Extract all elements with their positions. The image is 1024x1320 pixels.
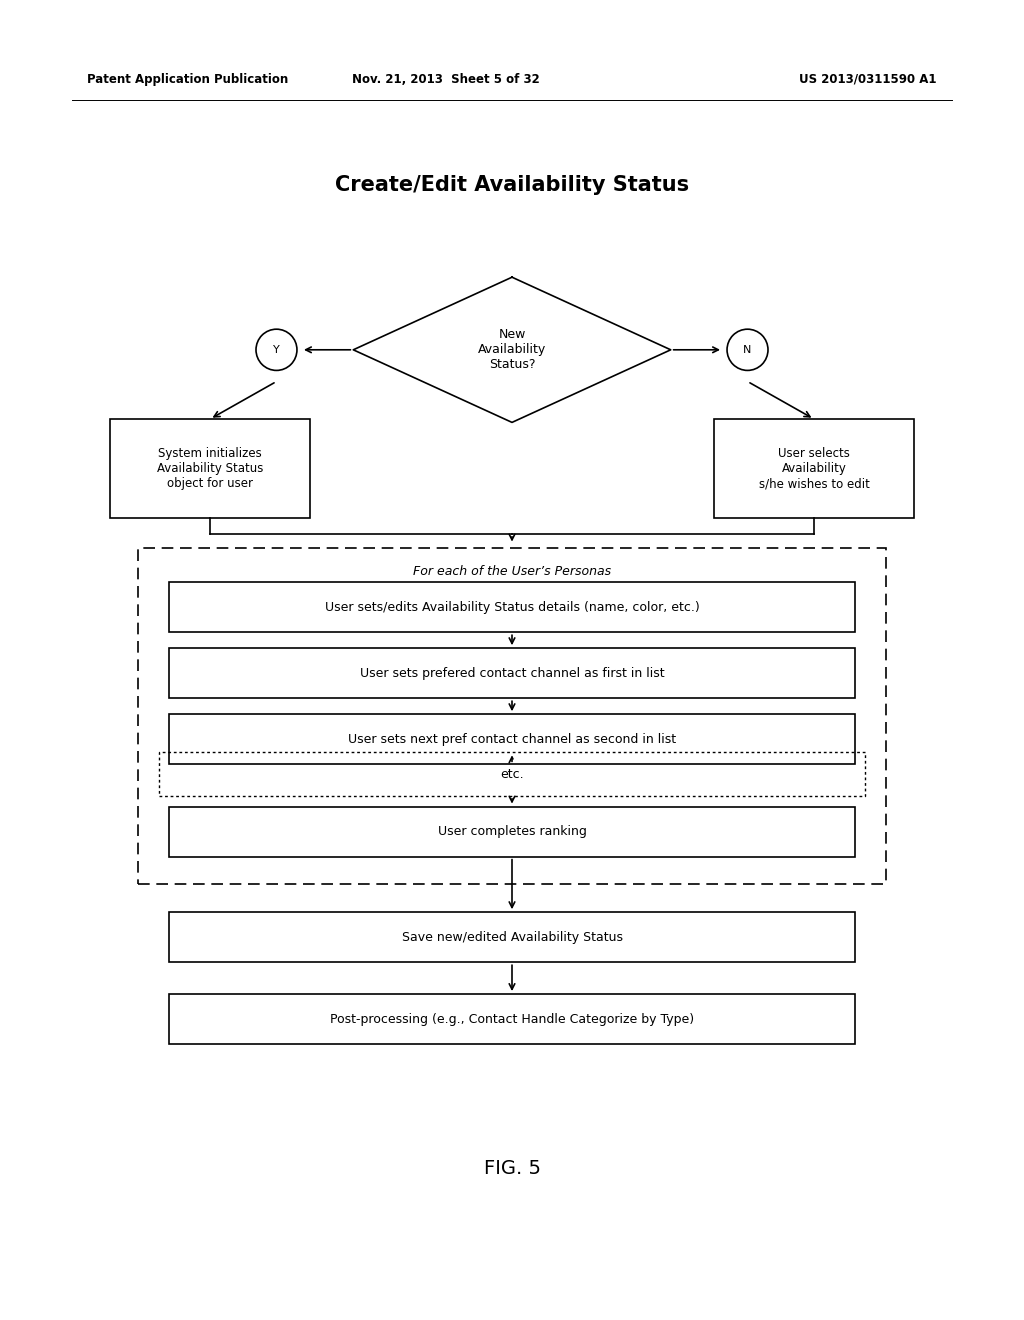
Bar: [169, 582, 855, 632]
Text: FIG. 5: FIG. 5: [483, 1159, 541, 1177]
Bar: [169, 714, 855, 764]
Text: System initializes
Availability Status
object for user: System initializes Availability Status o…: [157, 447, 263, 490]
Text: User sets next pref contact channel as second in list: User sets next pref contact channel as s…: [348, 733, 676, 746]
Text: Save new/edited Availability Status: Save new/edited Availability Status: [401, 931, 623, 944]
Text: Y: Y: [273, 345, 280, 355]
Bar: [138, 548, 886, 884]
Text: etc.: etc.: [500, 768, 524, 780]
Text: New
Availability
Status?: New Availability Status?: [478, 329, 546, 371]
Text: For each of the User’s Personas: For each of the User’s Personas: [413, 565, 611, 578]
Bar: [169, 994, 855, 1044]
Text: User completes ranking: User completes ranking: [437, 825, 587, 838]
Text: Create/Edit Availability Status: Create/Edit Availability Status: [335, 174, 689, 195]
Bar: [169, 912, 855, 962]
Text: User sets/edits Availability Status details (name, color, etc.): User sets/edits Availability Status deta…: [325, 601, 699, 614]
Bar: [159, 752, 865, 796]
Bar: [169, 807, 855, 857]
Text: N: N: [743, 345, 752, 355]
Text: User selects
Availability
s/he wishes to edit: User selects Availability s/he wishes to…: [759, 447, 869, 490]
Text: US 2013/0311590 A1: US 2013/0311590 A1: [800, 73, 937, 86]
Bar: [110, 418, 309, 517]
Ellipse shape: [256, 329, 297, 371]
Bar: [169, 648, 855, 698]
Text: Nov. 21, 2013  Sheet 5 of 32: Nov. 21, 2013 Sheet 5 of 32: [351, 73, 540, 86]
Text: Patent Application Publication: Patent Application Publication: [87, 73, 289, 86]
Text: User sets prefered contact channel as first in list: User sets prefered contact channel as fi…: [359, 667, 665, 680]
Text: Post-processing (e.g., Contact Handle Categorize by Type): Post-processing (e.g., Contact Handle Ca…: [330, 1012, 694, 1026]
Ellipse shape: [727, 329, 768, 371]
Bar: [715, 418, 914, 517]
